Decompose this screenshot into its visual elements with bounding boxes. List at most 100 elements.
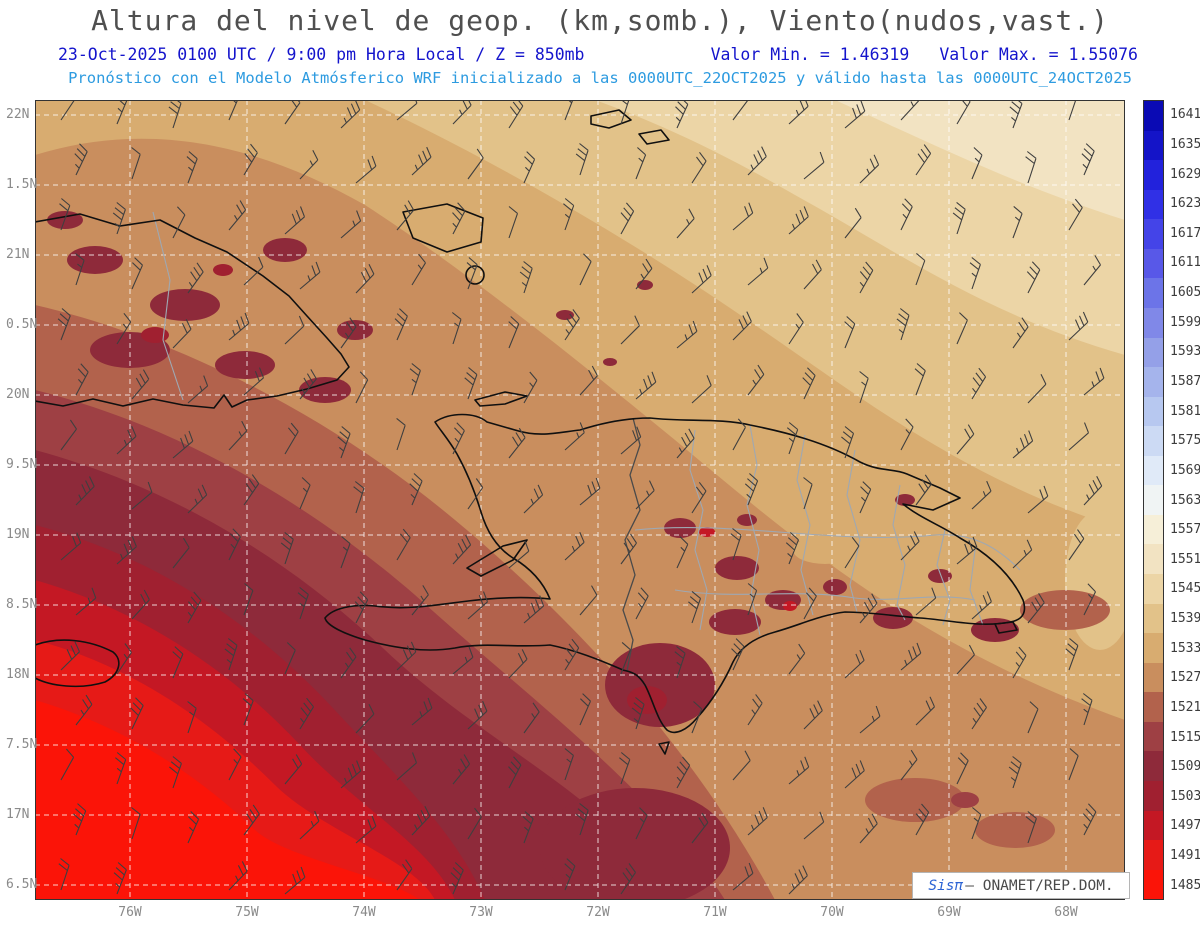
admin-borders-layer [152,211,1021,672]
valid-datetime-label: 23-Oct-2025 0100 UTC / 9:00 pm Hora Loca… [58,45,585,64]
header-line-1: 23-Oct-2025 0100 UTC / 9:00 pm Hora Loca… [58,45,1138,64]
coastline-saona-island [994,621,1018,634]
lat-tick-label: 21N [6,247,30,262]
province-border [796,434,814,616]
colorbar-segment [1144,574,1163,604]
contour-patch [67,246,123,274]
lat-tick-label: 9.5N [6,457,38,472]
colorbar-tick-label: 1521 [1170,699,1200,715]
contour-patch [823,579,847,595]
contour-patch [895,494,915,506]
province-border [936,529,951,626]
colorbar-segment [1144,544,1163,574]
contour-patch [540,788,730,900]
colorbar-tick-label: 1539 [1170,611,1200,627]
colorbar-tick-label: 1611 [1170,255,1200,271]
colorbar-segment [1144,367,1163,397]
colorbar-segment [1144,633,1163,663]
colorbar-tick-label: 1545 [1170,581,1200,597]
contour-band-1485 [35,700,420,900]
colorbar-segment [1144,840,1163,870]
lon-tick-label: 69W [937,905,961,920]
lon-tick-label: 74W [352,905,376,920]
lon-tick-label: 75W [235,905,259,920]
colorbar-segment [1144,721,1163,752]
contour-patch [928,569,952,583]
colorbar-tick-label: 1617 [1170,225,1200,241]
colorbar-tick-label: 1605 [1170,285,1200,301]
colorbar-segment [1144,101,1163,131]
colorbar-tick-label: 1491 [1170,848,1200,864]
colorbar-tick-label: 1563 [1170,492,1200,508]
coastline-great-inagua [402,203,484,253]
colorbar-tick-label: 1623 [1170,196,1200,212]
border-haiti-dr [622,417,641,672]
colorbar-segment [1144,485,1163,515]
contour-patch [709,609,761,635]
colorbar-segment [1144,130,1163,161]
contour-patch [873,607,913,629]
lat-tick-label: 17N [6,807,30,822]
colorbar-segment [1144,603,1163,634]
colorbar-tick-label: 1635 [1170,136,1200,152]
coastline-hispaniola [324,413,1026,734]
colorbar-segment [1144,248,1163,279]
colorbar-tick-label: 1569 [1170,462,1200,478]
credit-text: – ONAMET/REP.DOM. [965,877,1114,894]
coastline-little-inagua [465,265,485,285]
coastline-cuba [35,213,350,409]
lat-tick-label: 7.5N [6,737,38,752]
coastline-jamaica [35,639,120,688]
sispi-logo: Sisπ [928,877,964,894]
contour-fill-layer [35,100,1125,900]
coastlines-layer [35,109,1026,755]
lat-tick-label: 20N [6,387,30,402]
colorbar-segment [1144,751,1163,781]
contour-patch [605,643,715,727]
lon-tick-label: 76W [118,905,142,920]
contour-patch [627,686,667,714]
contour-patch [783,601,797,611]
colorbar-tick-label: 1593 [1170,344,1200,360]
colorbar-segment [1144,426,1163,456]
province-border [152,211,184,401]
lat-tick-label: 18N [6,667,30,682]
colorbar [1143,100,1164,900]
province-border [846,449,861,613]
colorbar-tick-label: 1503 [1170,788,1200,804]
contour-patch [603,358,617,366]
colorbar-labels: 1641 1635 1629 1623 1617 1611 1605 1599 1593 1587… [1170,100,1200,900]
colorbar-tick-label: 1587 [1170,373,1200,389]
contour-patch [951,792,979,808]
map-plot [35,100,1125,900]
contour-patch [1020,590,1110,630]
colorbar-tick-label: 1497 [1170,818,1200,834]
lat-tick-label: 6.5N [6,877,38,892]
wind-barbs [57,100,1105,895]
lat-tick-label: 22N [6,107,30,122]
colorbar-tick-label: 1515 [1170,729,1200,745]
lon-tick-label: 73W [469,905,493,920]
contour-patch [215,351,275,379]
coastline-tortuga-island [474,391,528,407]
colorbar-segment [1144,662,1163,693]
lat-tick-label: 1.5N [6,177,38,192]
colorbar-segment [1144,692,1163,722]
colorbar-tick-label: 1485 [1170,877,1200,893]
contour-patch [737,514,757,526]
colorbar-tick-label: 1641 [1170,107,1200,123]
province-border [634,527,1021,571]
contour-patch [975,812,1055,848]
colorbar-segment [1144,219,1163,249]
lon-tick-label: 72W [586,905,610,920]
province-border [892,484,906,621]
province-border [689,429,708,631]
coastline-bahamas-cay [590,109,632,129]
colorbar-segment [1144,307,1163,338]
colorbar-segment [1144,455,1163,486]
contour-patch [150,289,220,321]
lat-tick-label: 8.5N [6,597,38,612]
colorbar-tick-label: 1581 [1170,403,1200,419]
colorbar-segment [1144,869,1163,900]
